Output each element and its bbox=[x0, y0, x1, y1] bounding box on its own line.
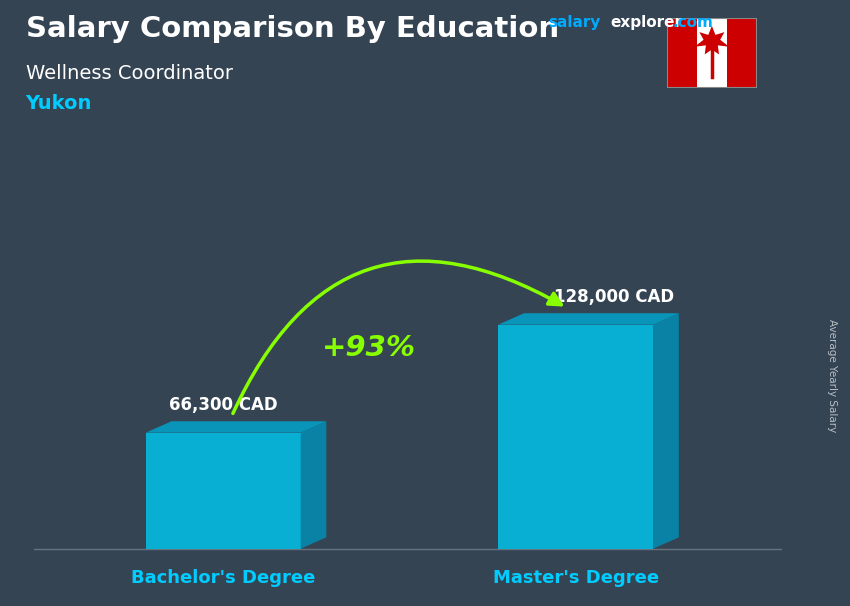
Polygon shape bbox=[694, 26, 729, 55]
Polygon shape bbox=[145, 433, 301, 549]
Text: Average Yearly Salary: Average Yearly Salary bbox=[827, 319, 837, 432]
Polygon shape bbox=[145, 421, 326, 433]
Polygon shape bbox=[498, 325, 653, 549]
Text: 128,000 CAD: 128,000 CAD bbox=[554, 288, 674, 306]
Text: Yukon: Yukon bbox=[26, 94, 92, 113]
Text: Wellness Coordinator: Wellness Coordinator bbox=[26, 64, 233, 82]
Text: 66,300 CAD: 66,300 CAD bbox=[169, 396, 277, 415]
Polygon shape bbox=[727, 18, 756, 88]
Text: .com: .com bbox=[672, 15, 713, 30]
Text: Salary Comparison By Education: Salary Comparison By Education bbox=[26, 15, 558, 43]
Text: explorer: explorer bbox=[610, 15, 683, 30]
Polygon shape bbox=[498, 313, 679, 325]
Polygon shape bbox=[667, 18, 697, 88]
Polygon shape bbox=[653, 313, 679, 549]
Polygon shape bbox=[301, 421, 326, 549]
Polygon shape bbox=[697, 18, 727, 88]
Text: salary: salary bbox=[548, 15, 601, 30]
Text: +93%: +93% bbox=[322, 334, 416, 362]
